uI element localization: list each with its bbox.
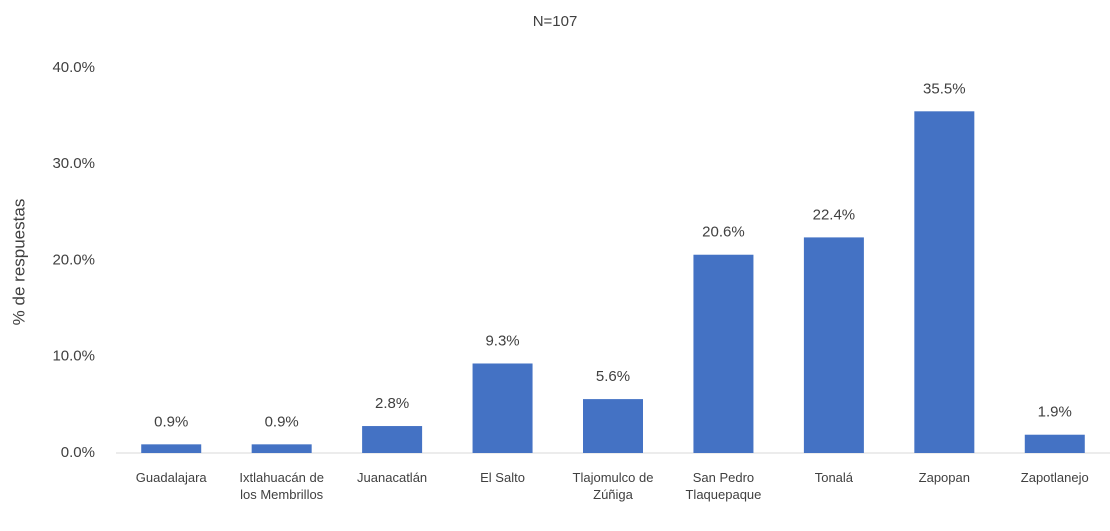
value-label: 2.8% (375, 395, 409, 412)
y-axis-label: % de respuestas (9, 199, 28, 326)
x-tick-label: Guadalajara (135, 470, 207, 485)
bar (693, 254, 754, 453)
x-tick-label: Juanacatlán (357, 470, 428, 485)
bar (472, 363, 533, 453)
bar (583, 399, 643, 453)
y-tick-label: 40.0% (52, 59, 95, 76)
x-tick-label: Tlajomulco de Zúñiga (572, 470, 654, 502)
x-tick-label: El Salto (480, 470, 525, 485)
y-tick-label: 20.0% (52, 251, 95, 268)
y-tick-label: 0.0% (61, 444, 95, 461)
bar (914, 111, 975, 453)
value-label: 0.9% (265, 413, 299, 430)
value-label: 5.6% (596, 368, 630, 385)
value-label: 20.6% (702, 224, 745, 241)
x-tick-label: Ixtlahuacán de los Membrillos (239, 470, 324, 502)
value-label: 1.9% (1038, 404, 1072, 421)
x-tick-label: Tonalá (814, 470, 854, 485)
bar (362, 426, 423, 453)
x-tick-label: San Pedro Tlaquepaque (685, 470, 762, 502)
bar (141, 444, 202, 453)
chart-title: N=107 (533, 13, 578, 30)
value-label: 22.4% (813, 206, 856, 223)
y-tick-label: 30.0% (52, 155, 95, 172)
bar (1024, 434, 1085, 453)
bar (803, 237, 864, 453)
value-label: 35.5% (923, 80, 966, 97)
y-tick-label: 10.0% (52, 348, 95, 365)
value-label: 0.9% (154, 413, 188, 430)
value-label: 9.3% (485, 332, 519, 349)
bar (251, 444, 312, 453)
x-tick-label: Zapotlanejo (1020, 470, 1089, 485)
x-tick-label: Zapopan (918, 470, 970, 485)
